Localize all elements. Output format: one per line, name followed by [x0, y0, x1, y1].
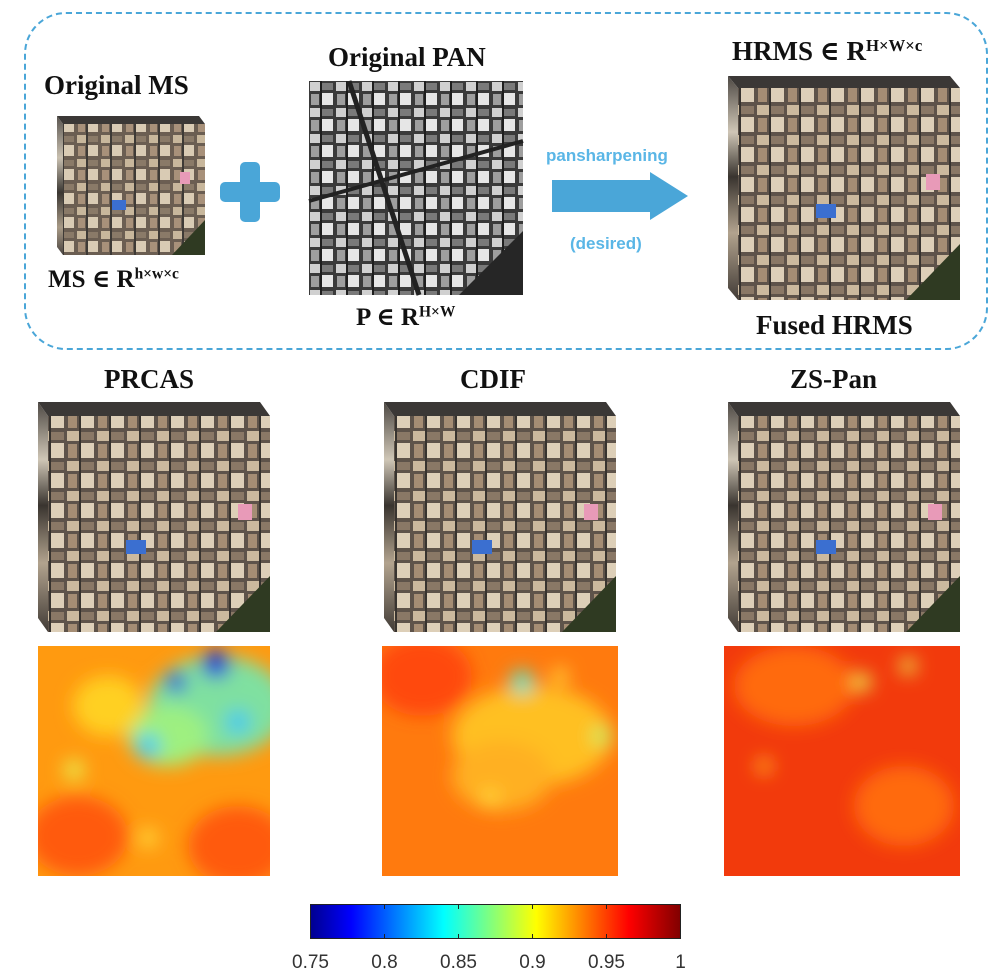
pan-title: Original PAN	[328, 42, 486, 72]
hrms-title: HRMS ∈ RH×W×c	[732, 35, 923, 66]
error-map-prcas	[38, 646, 270, 876]
plus-icon	[220, 162, 280, 222]
hrms-caption: Fused HRMS	[756, 310, 913, 340]
colorbar-tick-label: 0.8	[371, 952, 398, 973]
method-title-prcas: PRCAS	[104, 364, 195, 394]
pan-caption: P ∈ RH×W	[356, 303, 456, 331]
desired-label: (desired)	[570, 234, 642, 253]
fused-cube-cdif	[384, 402, 616, 632]
fused-cube-prcas	[38, 402, 270, 632]
pansharpening-label: pansharpening	[546, 146, 668, 165]
ms-caption: MS ∈ Rh×w×c	[48, 265, 179, 293]
colorbar-tick-label: 0.95	[588, 952, 625, 973]
colorbar	[310, 904, 681, 939]
input-output-frame	[24, 12, 988, 350]
pan-image	[308, 80, 524, 296]
ms-title: Original MS	[44, 70, 189, 100]
colorbar-tick-label: 1	[675, 952, 686, 973]
colorbar-tick-label: 0.75	[292, 952, 329, 973]
arrow-right-icon	[552, 172, 688, 220]
error-map-cdif	[382, 646, 618, 876]
method-title-cdif: CDIF	[460, 364, 526, 394]
colorbar-tick-label: 0.85	[440, 952, 477, 973]
method-title-zspan: ZS-Pan	[790, 364, 878, 394]
colorbar-tick-label: 0.9	[519, 952, 546, 973]
fused-cube-zspan	[728, 402, 960, 632]
ms-cube-image	[57, 116, 205, 255]
error-map-zspan	[724, 646, 960, 876]
hrms-cube-image	[728, 76, 960, 300]
